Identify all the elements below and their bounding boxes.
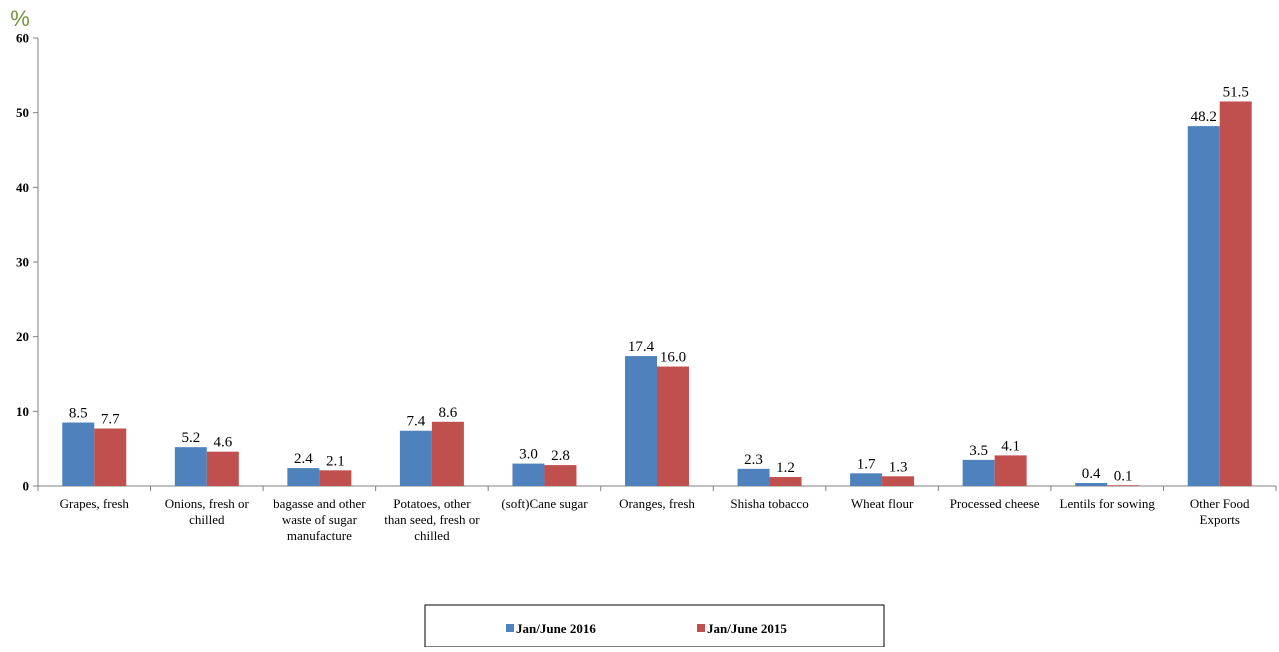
x-category-label: (soft)Cane sugar <box>501 496 588 511</box>
x-category-label: bagasse and other waste of sugar manufactu… <box>273 496 366 543</box>
data-label: 7.4 <box>407 414 426 430</box>
x-category-label: Shisha tobacco <box>730 496 808 511</box>
y-tick-label: 60 <box>16 31 29 46</box>
bar <box>769 477 802 486</box>
x-category-label: Processed cheese <box>950 496 1040 511</box>
data-label: 17.4 <box>628 339 655 355</box>
bar <box>1075 483 1108 486</box>
bar <box>882 476 915 486</box>
data-label: 5.2 <box>181 430 200 446</box>
bar <box>174 447 207 486</box>
x-category-label: Oranges, fresh <box>619 496 695 511</box>
bar <box>994 455 1027 486</box>
y-tick-label: 0 <box>23 479 30 494</box>
data-label: 2.3 <box>744 452 763 468</box>
bar <box>1219 101 1252 486</box>
data-label: 4.6 <box>213 435 232 451</box>
data-label: 1.2 <box>776 460 795 476</box>
data-label: 48.2 <box>1191 109 1217 125</box>
unit-label: % <box>10 6 30 31</box>
bar <box>1107 485 1140 486</box>
bar <box>850 473 883 486</box>
data-label: 2.4 <box>294 451 313 467</box>
data-label: 8.5 <box>69 406 88 422</box>
bar <box>625 356 657 486</box>
y-tick-label: 40 <box>16 180 29 195</box>
data-label: 0.4 <box>1082 466 1101 482</box>
data-label: 4.1 <box>1001 438 1020 454</box>
legend-label: Jan/June 2015 <box>707 621 787 636</box>
legend-swatch <box>506 624 514 632</box>
x-category-label: Lentils for sowing <box>1060 496 1156 511</box>
data-label: 8.6 <box>439 405 458 421</box>
bar <box>94 428 127 486</box>
y-tick-label: 10 <box>16 404 29 419</box>
bar <box>62 422 95 486</box>
x-category-label: Grapes, fresh <box>60 496 130 511</box>
data-label: 1.3 <box>889 459 908 475</box>
bar <box>512 463 545 486</box>
bar <box>1187 126 1220 487</box>
bar <box>206 451 239 486</box>
data-label: 51.5 <box>1223 84 1249 100</box>
bar <box>544 465 577 486</box>
x-category-label: Potatoes, other than seed, fresh or chille… <box>384 496 480 543</box>
bar <box>399 430 432 486</box>
data-label: 7.7 <box>101 412 120 428</box>
data-label: 1.7 <box>857 456 876 472</box>
x-category-label: Onions, fresh or chilled <box>165 496 250 527</box>
data-label: 2.1 <box>326 453 345 469</box>
bar <box>962 459 995 486</box>
y-tick-label: 20 <box>16 329 29 344</box>
bar <box>431 421 464 486</box>
data-label: 3.5 <box>969 443 988 459</box>
legend-swatch <box>697 624 705 632</box>
x-category-label: Wheat flour <box>851 496 914 511</box>
bar <box>287 468 320 486</box>
data-label: 0.1 <box>1114 468 1133 484</box>
legend-box <box>424 604 885 648</box>
bar <box>319 470 352 486</box>
x-category-label: Other Food Exports <box>1190 496 1250 527</box>
bar <box>657 366 689 486</box>
legend-label: Jan/June 2016 <box>516 621 596 636</box>
data-label: 3.0 <box>519 447 538 463</box>
y-tick-label: 30 <box>16 255 29 270</box>
y-tick-label: 50 <box>16 105 29 120</box>
bar <box>737 468 770 486</box>
data-label: 2.8 <box>551 448 570 464</box>
data-label: 16.0 <box>660 350 686 366</box>
